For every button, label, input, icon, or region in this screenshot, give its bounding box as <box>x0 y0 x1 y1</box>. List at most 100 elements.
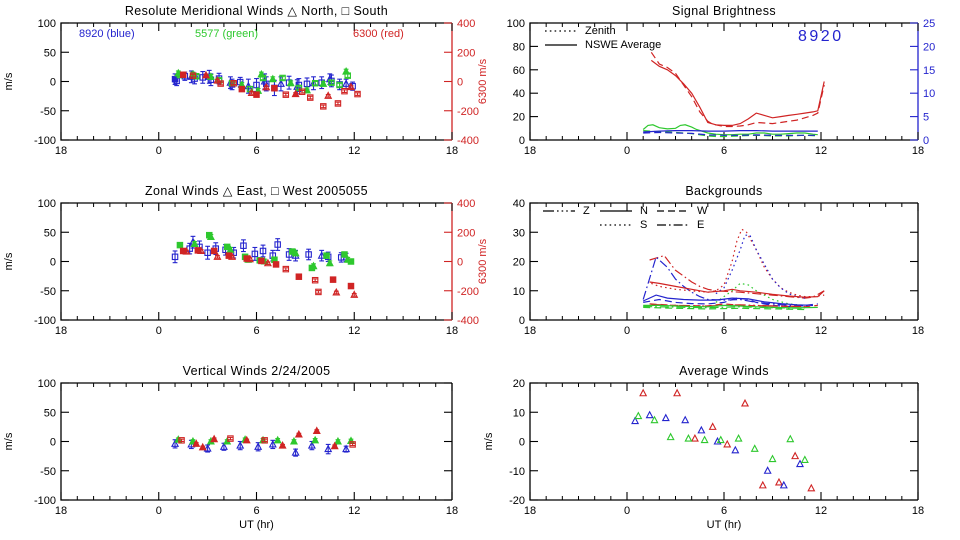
series-6300-vertical <box>178 426 356 451</box>
y-tick-label: 0 <box>50 437 56 449</box>
panel-meridional-winds: 18 0 6 12 18 100 50 0 -50 -100 m/s 400 200 0 -200 -400 6… <box>3 4 489 157</box>
y-tick-label: -50 <box>40 466 56 478</box>
panel-average-winds: 18 0 6 12 18 UT (hr) 20 10 0 -10 -20 m/s Average Win… <box>483 364 924 531</box>
y2-axis-label: 6300 m/s <box>477 58 489 104</box>
series-8920-zenith <box>643 131 818 136</box>
x-axis-label: UT (hr) <box>239 519 274 531</box>
x-tick-label: 18 <box>524 145 536 157</box>
series-8920-n <box>642 294 813 306</box>
x-axis-label: UT (hr) <box>707 519 742 531</box>
panel-title: Average Winds <box>679 364 769 378</box>
legend-text-n: N <box>640 205 648 217</box>
series-8920-average <box>631 410 804 489</box>
panel-vertical-winds: 18 0 6 12 18 UT (hr) 100 50 0 -50 -100 m/s Vertical … <box>3 364 458 531</box>
y-tick-label: -100 <box>34 495 56 507</box>
x-tick-label: 18 <box>55 325 67 337</box>
y2-axis-label: 6300 m/s <box>477 238 489 284</box>
x-tick-label: 18 <box>446 505 458 517</box>
series-6300-s <box>651 228 825 298</box>
y-axis-label: m/s <box>483 432 495 450</box>
y2-tick-label: 200 <box>457 47 475 59</box>
y2-tick-label: -200 <box>457 106 479 118</box>
x-tick-label: 18 <box>446 325 458 337</box>
x-tick-label: 6 <box>253 325 259 337</box>
series-8920-nswe-avg <box>643 130 818 133</box>
y-tick-label: 50 <box>44 407 56 419</box>
legend-text-s: S <box>640 219 647 231</box>
y-tick-label: -100 <box>34 135 56 147</box>
x-tick-label: 12 <box>815 505 827 517</box>
series-5577-w <box>643 306 805 311</box>
y-tick-label: 0 <box>519 135 525 147</box>
y2-tick-label: 0 <box>923 135 929 147</box>
x-tick-label: 18 <box>524 505 536 517</box>
x-tick-label: 6 <box>721 505 727 517</box>
y-tick-label: 0 <box>519 437 525 449</box>
legend-text-w: W <box>697 205 708 217</box>
y-tick-label: -10 <box>509 466 525 478</box>
series-5577-average <box>634 411 809 463</box>
y-tick-label: 20 <box>513 112 525 124</box>
series-8920-s <box>715 234 805 299</box>
x-tick-label: 18 <box>912 505 924 517</box>
panel-title: Signal Brightness <box>672 4 776 18</box>
y-tick-label: -20 <box>509 495 525 507</box>
panel-title: Resolute Meridional Winds △ North, □ Sou… <box>125 4 388 18</box>
series-8920-meridional <box>171 69 356 97</box>
series-6300-zenith <box>650 51 825 128</box>
y-axis-label: m/s <box>3 252 15 270</box>
x-tick-label: 0 <box>156 505 162 517</box>
x-tick-label: 12 <box>348 505 360 517</box>
x-tick-label: 6 <box>253 145 259 157</box>
y2-tick-label: 0 <box>457 257 463 269</box>
y2-tick-label: 0 <box>457 77 463 89</box>
series-6300-average <box>639 388 816 492</box>
y-tick-label: 40 <box>513 88 525 100</box>
legend-text-6300-red-: 6300 (red) <box>353 28 404 40</box>
y-tick-label: -50 <box>40 286 56 298</box>
x-tick-label: 12 <box>348 145 360 157</box>
x-tick-label: 0 <box>156 145 162 157</box>
y-tick-label: -50 <box>40 106 56 118</box>
y-tick-label: 100 <box>38 198 56 210</box>
y-tick-label: 100 <box>38 18 56 30</box>
y2-tick-label: 200 <box>457 227 475 239</box>
series-6300-n <box>649 281 825 298</box>
legend-text-nswe-average: NSWE Average <box>585 39 661 51</box>
series-5577-n <box>643 304 818 309</box>
corner-label-8920: 8920 <box>798 28 844 45</box>
legend-text-z: Z <box>583 205 590 217</box>
legend-text-5577-green-: 5577 (green) <box>195 28 258 40</box>
y-tick-label: 0 <box>50 257 56 269</box>
y-tick-label: 20 <box>513 257 525 269</box>
series-6300-meridional <box>179 70 361 110</box>
y-tick-label: 0 <box>519 315 525 327</box>
x-tick-label: 6 <box>721 145 727 157</box>
x-tick-label: 0 <box>624 325 630 337</box>
y-tick-label: 30 <box>513 227 525 239</box>
x-tick-label: 18 <box>446 145 458 157</box>
x-tick-label: 18 <box>55 505 67 517</box>
y2-tick-label: 20 <box>923 41 935 53</box>
x-tick-label: 6 <box>721 325 727 337</box>
series-6300-nswe-avg <box>650 59 825 127</box>
y-tick-label: 100 <box>38 378 56 390</box>
y-tick-label: 50 <box>44 227 56 239</box>
y-tick-label: 100 <box>507 18 525 30</box>
y-tick-label: 10 <box>513 407 525 419</box>
y-tick-label: 50 <box>44 47 56 59</box>
y2-tick-label: 10 <box>923 88 935 100</box>
y2-tick-label: 400 <box>457 18 475 30</box>
legend-text-8920-blue-: 8920 (blue) <box>79 28 135 40</box>
series-5577-s <box>715 282 805 306</box>
panel-title: Zonal Winds △ East, □ West 2005055 <box>145 184 368 198</box>
x-tick-label: 18 <box>912 325 924 337</box>
y-tick-label: 0 <box>50 77 56 89</box>
y2-tick-label: -200 <box>457 286 479 298</box>
series-6300-w <box>649 303 818 308</box>
y2-tick-label: -400 <box>457 135 479 147</box>
